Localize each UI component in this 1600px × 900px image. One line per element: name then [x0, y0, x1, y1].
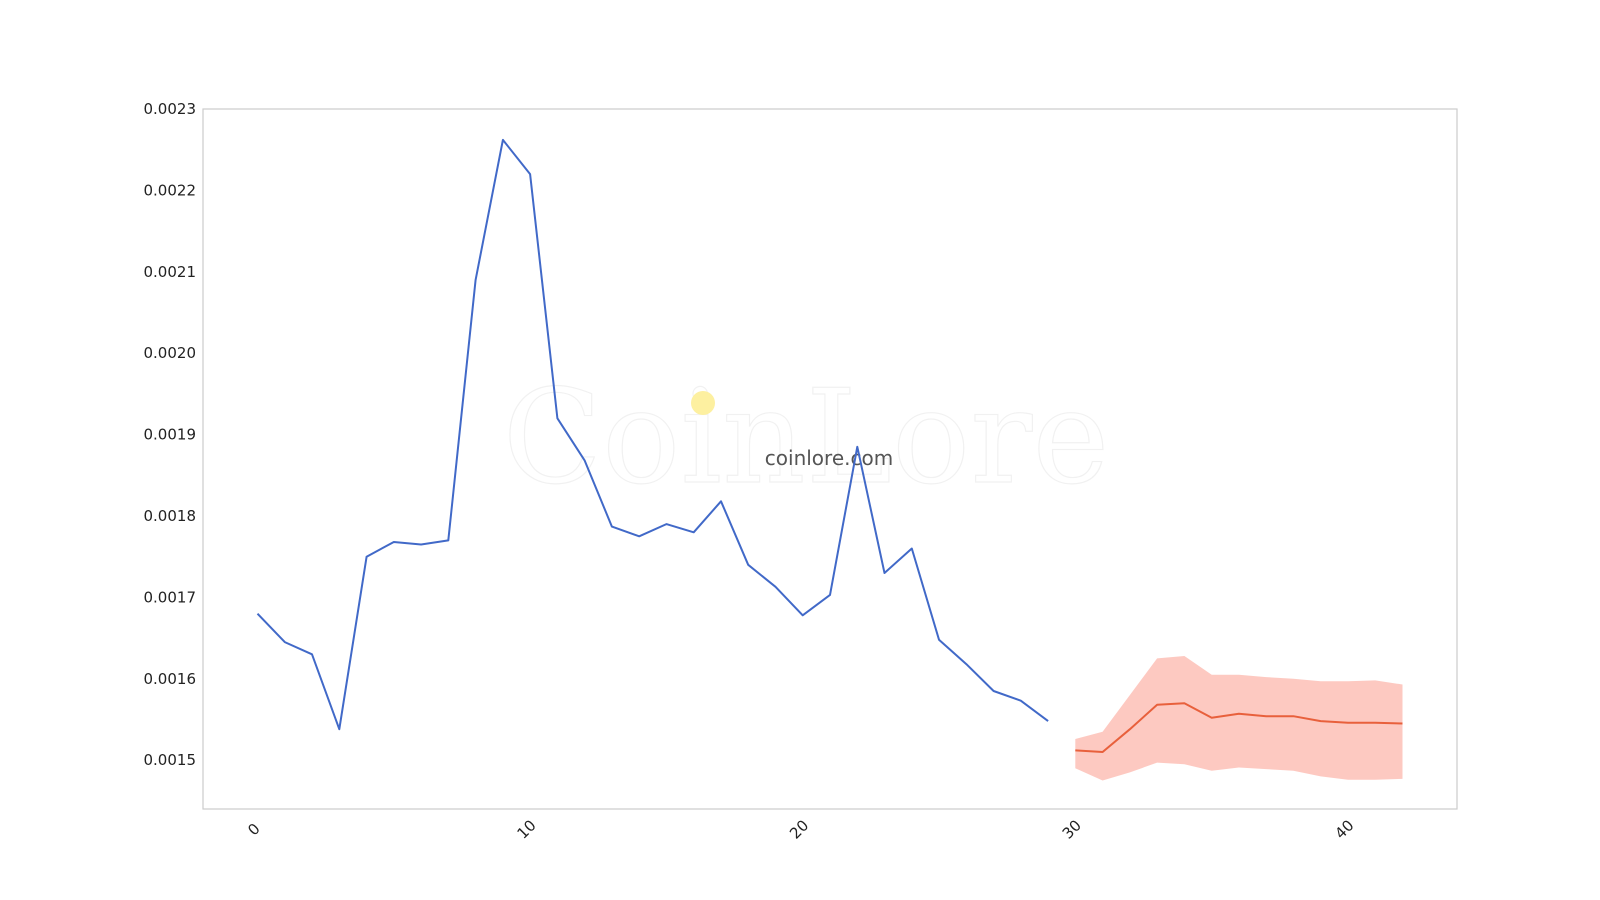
y-tick-label: 0.0023 — [144, 100, 197, 118]
forecast-confidence-band — [1075, 656, 1403, 781]
x-tick-label: 10 — [513, 816, 539, 842]
y-tick-label: 0.0016 — [144, 670, 197, 688]
watermark-logo-text: CoinLore — [503, 361, 1110, 513]
y-tick-label: 0.0022 — [144, 181, 197, 199]
x-tick-label: 20 — [786, 816, 812, 842]
y-tick-label: 0.0017 — [144, 588, 197, 606]
series-layer — [256, 138, 1403, 753]
y-tick-label: 0.0020 — [144, 344, 197, 362]
x-tick-label: 0 — [244, 820, 263, 839]
x-tick-label: 30 — [1059, 816, 1085, 842]
watermark: CoinLore coinlore.com — [502, 360, 1110, 513]
x-axis-ticks: 0 10 20 30 40 — [244, 816, 1357, 842]
y-axis-ticks: 0.0015 0.0016 0.0017 0.0018 0.0019 0.0020 0.00… — [144, 100, 197, 769]
y-tick-label: 0.0015 — [144, 751, 197, 769]
plot-frame — [202, 108, 1458, 810]
x-tick-label: 40 — [1331, 816, 1357, 842]
forecast-band-layer — [1075, 656, 1403, 781]
y-tick-label: 0.0018 — [144, 507, 197, 525]
y-tick-label: 0.0021 — [144, 263, 197, 281]
price-history-line — [256, 138, 1049, 731]
watermark-site-text: coinlore.com — [765, 446, 893, 470]
y-tick-label: 0.0019 — [144, 426, 197, 444]
watermark-logo-dot — [691, 391, 715, 415]
price-forecast-line — [1075, 702, 1403, 753]
